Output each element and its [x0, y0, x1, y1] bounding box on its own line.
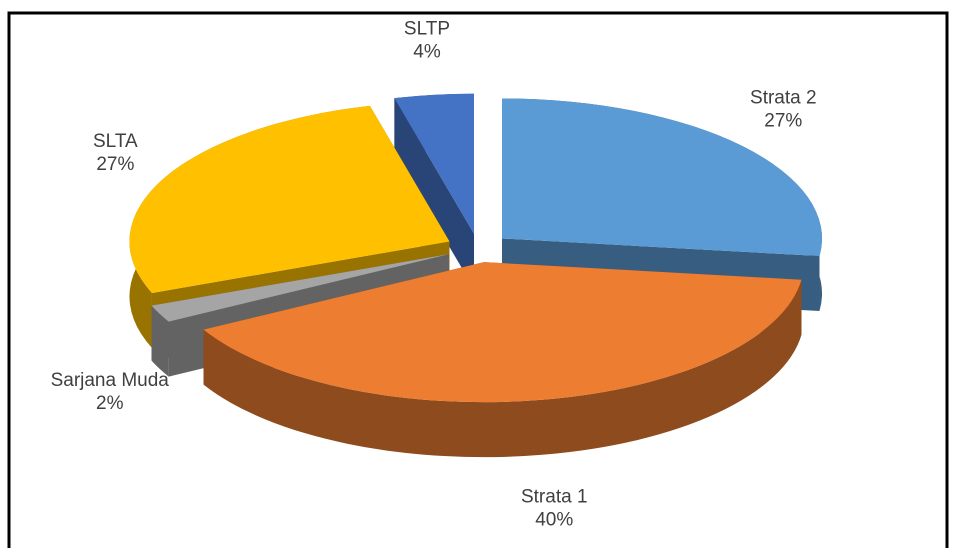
- slice-side: [203, 279, 802, 458]
- slice: [151, 254, 450, 322]
- slice-group: [394, 93, 474, 289]
- slice-value-label: 40%: [535, 510, 573, 531]
- slice-value-label: 2%: [96, 393, 124, 414]
- slice: [129, 105, 450, 293]
- slice-value-label: 27%: [96, 154, 134, 175]
- slice-value-label: 4%: [413, 41, 441, 62]
- slice-label: SLTA: [93, 131, 138, 152]
- slice-group: [203, 262, 802, 458]
- slice-value-label: 27%: [764, 111, 802, 132]
- slice-side: [151, 305, 169, 377]
- slice: [394, 93, 474, 234]
- slice: [502, 98, 823, 257]
- slice-label: Strata 1: [521, 487, 588, 508]
- slice-label: Sarjana Muda: [51, 370, 170, 391]
- slice-label: Strata 2: [750, 88, 817, 109]
- slice: [203, 262, 802, 403]
- slice-label: SLTP: [404, 18, 450, 39]
